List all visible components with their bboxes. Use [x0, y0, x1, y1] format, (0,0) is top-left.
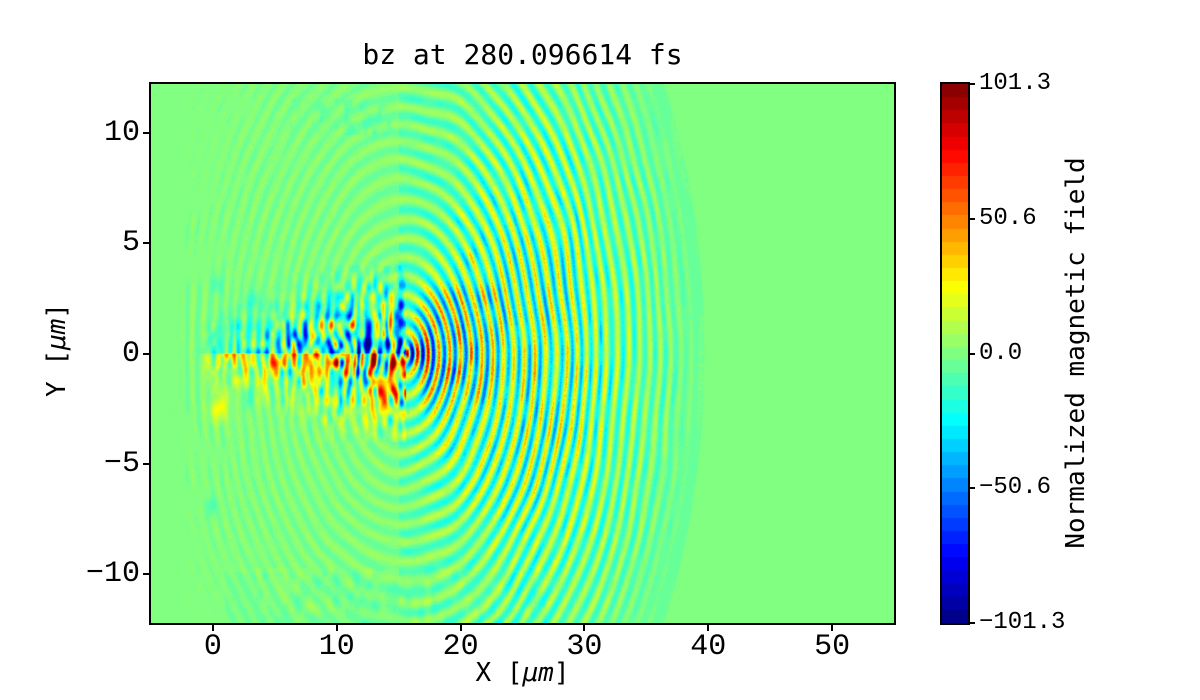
colorbar-tick-label: −101.3: [979, 609, 1066, 636]
x-axis-label: X [μm]: [475, 658, 570, 688]
colorbar-tick-label: 50.6: [979, 204, 1037, 232]
x-tick-label: 30: [566, 630, 603, 664]
y-tick-label: −10: [85, 557, 140, 592]
x-tick-label: 20: [442, 630, 479, 664]
y-tick-mark: [143, 131, 151, 134]
y-tick-mark: [143, 242, 151, 245]
colorbar-tick-mark: [968, 217, 975, 220]
colorbar-tick-label: 101.3: [979, 70, 1052, 97]
x-tick-label: 50: [814, 630, 851, 664]
x-tick-mark: [335, 623, 338, 631]
colorbar-tick-label: 0.0: [979, 339, 1023, 367]
colorbar-canvas: [942, 84, 968, 623]
x-tick-label: 10: [318, 630, 355, 664]
y-tick-mark: [143, 573, 151, 576]
y-tick-label: −5: [103, 446, 140, 481]
colorbar-tick-mark: [968, 622, 975, 624]
y-tick-label: 10: [103, 115, 140, 150]
x-tick-label: 0: [203, 630, 222, 664]
x-tick-mark: [707, 623, 710, 631]
x-tick-mark: [583, 623, 586, 631]
colorbar-tick-label: −50.6: [979, 474, 1052, 502]
y-tick-mark: [143, 462, 151, 465]
y-tick-label: 0: [121, 336, 140, 371]
y-tick-label: 5: [121, 226, 140, 261]
heatmap-canvas: [151, 84, 894, 623]
x-tick-mark: [831, 623, 834, 631]
colorbar-tick-mark: [968, 83, 975, 85]
y-tick-mark: [143, 352, 151, 355]
colorbar-label: Normalized magnetic field: [1061, 157, 1091, 549]
colorbar-tick-mark: [968, 487, 975, 490]
y-axis-label: Y [μm]: [42, 303, 72, 397]
chart-title: bz at 280.096614 fs: [362, 38, 683, 71]
x-tick-mark: [211, 623, 214, 631]
colorbar-tick-mark: [968, 352, 975, 355]
x-tick-mark: [459, 623, 462, 631]
x-tick-label: 40: [690, 630, 727, 664]
